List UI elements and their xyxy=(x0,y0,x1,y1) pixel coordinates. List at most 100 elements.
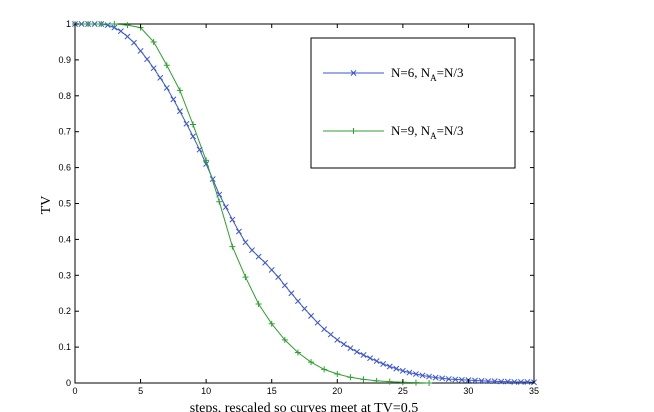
x-tick-label: 5 xyxy=(138,386,143,396)
data-point xyxy=(163,84,170,91)
data-point xyxy=(124,33,131,40)
data-point xyxy=(327,331,334,338)
y-tick-label: 0.7 xyxy=(58,127,71,137)
data-point xyxy=(386,363,393,370)
data-point xyxy=(85,21,92,27)
data-point xyxy=(301,305,308,312)
legend: N=6, N A=N/3N=9, NA=N/3 xyxy=(310,37,516,169)
data-point xyxy=(412,379,419,386)
legend-entry-2: N=9, NA=N/3 xyxy=(323,123,463,141)
data-point xyxy=(157,74,164,81)
data-point xyxy=(439,375,446,382)
data-point xyxy=(150,65,157,72)
data-point xyxy=(347,345,354,352)
data-point xyxy=(255,301,262,308)
y-tick-label: 0 xyxy=(66,378,71,388)
data-point xyxy=(321,326,328,333)
data-point xyxy=(380,361,387,367)
data-point xyxy=(288,290,295,297)
data-point xyxy=(458,376,465,383)
legend-label-subscript: A xyxy=(430,131,437,141)
data-point xyxy=(491,378,498,385)
x-tick-label: 10 xyxy=(201,386,211,396)
data-point xyxy=(373,377,380,384)
y-tick-label: 0.3 xyxy=(58,270,71,280)
data-point xyxy=(360,376,367,383)
legend-label-tail: =N/3 xyxy=(437,123,464,138)
legend-box xyxy=(310,37,516,169)
data-point xyxy=(472,377,478,384)
series-2 xyxy=(72,21,433,386)
data-point xyxy=(124,22,131,29)
data-point xyxy=(163,62,170,69)
data-point xyxy=(190,133,196,140)
data-point xyxy=(242,274,249,281)
data-point xyxy=(111,21,118,27)
legend-label: N=9, NA=N/3 xyxy=(391,123,463,141)
y-tick-label: 0.4 xyxy=(58,234,71,244)
ticks-layer: 0 5 10 15 20 25 30 35 0 0.1 0.2 0.3 0.4 0.5 0.6 0.7 0.8 0… xyxy=(58,19,539,396)
data-point xyxy=(294,298,301,305)
series-layer xyxy=(72,21,537,386)
data-point xyxy=(360,352,367,358)
data-point xyxy=(308,312,315,319)
data-point xyxy=(524,378,531,385)
x-tick-label: 20 xyxy=(332,386,342,396)
data-point xyxy=(321,366,328,373)
data-point xyxy=(334,371,341,378)
data-point xyxy=(504,378,511,385)
data-point xyxy=(399,367,406,374)
data-point xyxy=(511,378,518,385)
data-point xyxy=(150,38,157,45)
y-axis-label: TV xyxy=(39,196,54,215)
data-point xyxy=(190,121,197,128)
data-point xyxy=(268,320,275,327)
data-point xyxy=(413,371,419,377)
x-tick-label: 35 xyxy=(529,386,539,396)
data-point xyxy=(419,372,426,379)
data-point xyxy=(262,259,269,266)
y-tick-label: 0.2 xyxy=(58,306,71,316)
data-point xyxy=(406,369,413,376)
data-point xyxy=(445,376,452,383)
data-point xyxy=(242,239,249,246)
data-point xyxy=(314,319,321,326)
data-point xyxy=(373,358,380,365)
data-point xyxy=(170,96,177,103)
data-point xyxy=(98,21,105,27)
data-point xyxy=(334,336,341,343)
data-point xyxy=(117,28,124,35)
data-point xyxy=(216,198,223,205)
data-point xyxy=(111,24,118,31)
data-point xyxy=(426,373,433,380)
y-tick-label: 0.1 xyxy=(58,342,71,352)
x-tick-label: 15 xyxy=(267,386,277,396)
data-point xyxy=(104,22,111,29)
data-point xyxy=(249,247,255,254)
series-1 xyxy=(72,21,537,386)
data-point xyxy=(229,243,236,250)
y-tick-label: 0.5 xyxy=(58,199,71,209)
x-tick-label: 0 xyxy=(72,386,77,396)
data-point xyxy=(176,108,183,115)
data-point xyxy=(350,70,357,76)
data-point xyxy=(268,266,275,273)
series-line xyxy=(75,23,430,384)
data-point xyxy=(281,336,288,343)
data-point xyxy=(255,253,262,260)
data-point xyxy=(176,87,183,94)
legend-label-main: N=9, N xyxy=(391,123,431,138)
data-point xyxy=(209,176,216,183)
data-point xyxy=(426,380,433,386)
data-point xyxy=(229,216,236,223)
data-point xyxy=(308,359,315,366)
legend-label-main: N=6, N xyxy=(391,65,431,80)
data-point xyxy=(354,348,360,355)
y-tick-label: 0.9 xyxy=(58,55,71,65)
data-point xyxy=(222,204,229,211)
data-point xyxy=(203,157,210,164)
data-point xyxy=(393,365,400,372)
data-point xyxy=(517,378,524,385)
y-tick-label: 0.6 xyxy=(58,163,71,173)
